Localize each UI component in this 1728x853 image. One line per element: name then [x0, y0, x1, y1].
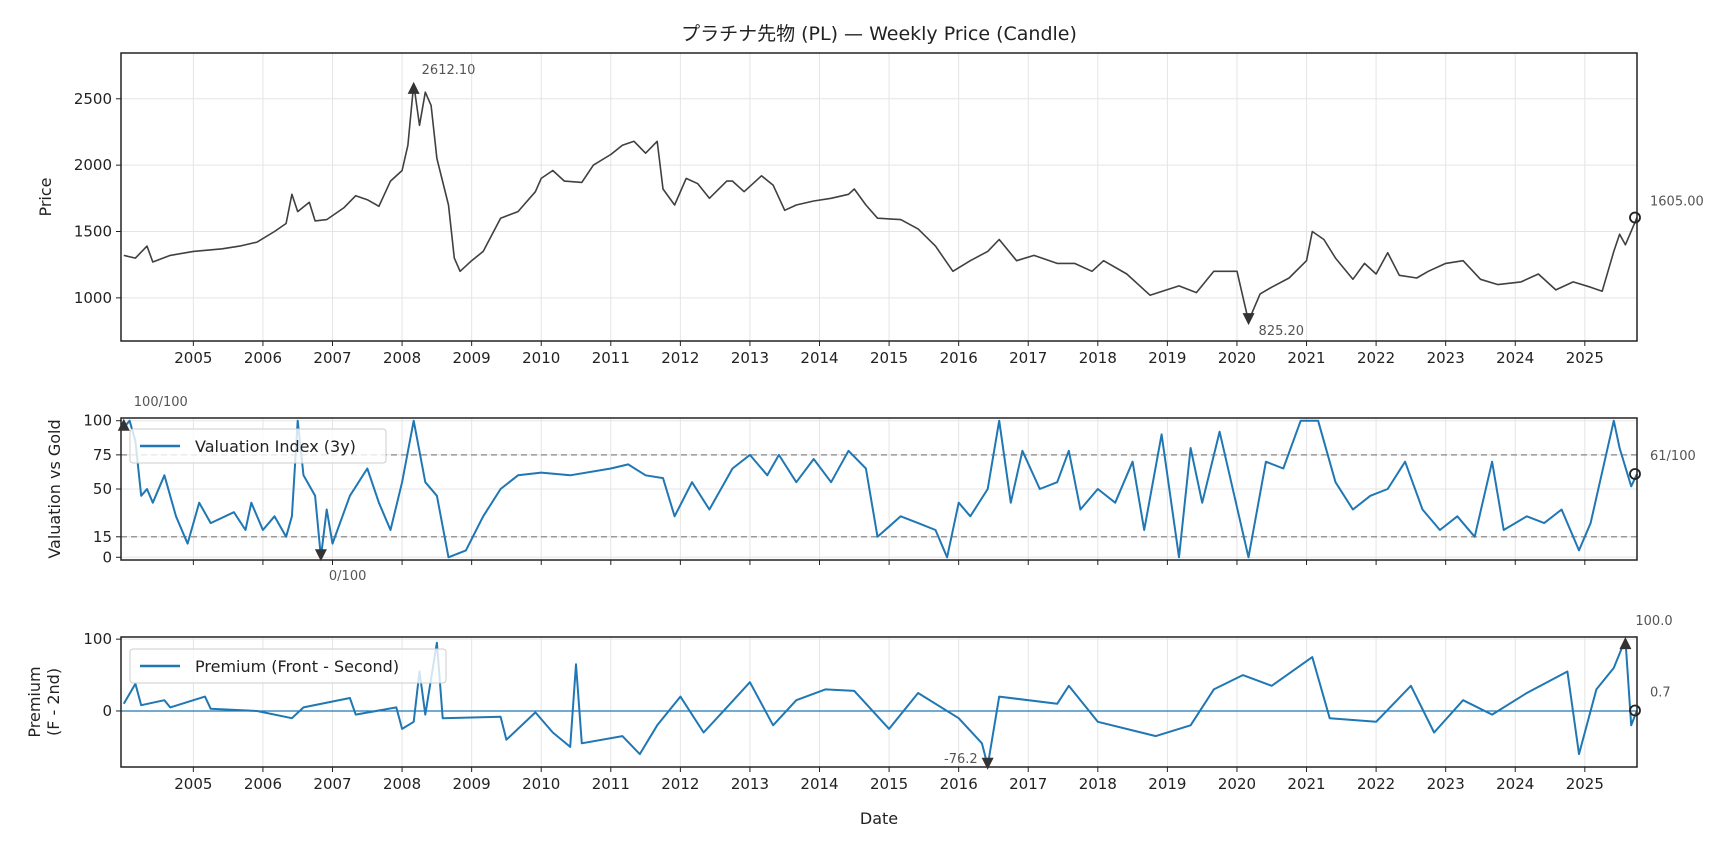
- x-tick-label: 2012: [661, 349, 699, 367]
- max-annotation: 100.0: [1635, 614, 1672, 629]
- price-y-axis-label: Price: [36, 177, 55, 216]
- last-value-annotation: 61/100: [1650, 449, 1696, 464]
- x-tick-label: 2025: [1566, 775, 1604, 793]
- min-annotation: 825.20: [1259, 324, 1305, 339]
- x-tick-label: 2005: [174, 349, 212, 367]
- x-tick-label: 2010: [522, 349, 560, 367]
- x-tick-label: 2015: [870, 349, 908, 367]
- x-tick-label: 2006: [244, 349, 282, 367]
- premium-y-axis-label-2: (F - 2nd): [44, 668, 63, 736]
- x-tick-label: 2024: [1496, 349, 1534, 367]
- x-tick-label: 2013: [731, 349, 769, 367]
- x-tick-label: 2018: [1079, 349, 1117, 367]
- last-value-annotation: 1605.00: [1650, 195, 1704, 210]
- x-tick-label: 2016: [940, 349, 978, 367]
- x-tick-label: 2018: [1079, 775, 1117, 793]
- x-tick-label: 2005: [174, 775, 212, 793]
- premium-y-axis-label: Premium: [25, 666, 44, 737]
- max-annotation: 2612.10: [422, 63, 476, 78]
- y-tick-label: 100: [83, 412, 112, 430]
- y-tick-label: 2000: [74, 156, 112, 174]
- chart-title: プラチナ先物 (PL) — Weekly Price (Candle): [681, 23, 1077, 45]
- min-annotation: -76.2: [944, 752, 978, 767]
- x-tick-label: 2013: [731, 775, 769, 793]
- x-tick-label: 2022: [1357, 349, 1395, 367]
- valuation-y-axis-label: Valuation vs Gold: [45, 419, 64, 558]
- x-tick-label: 2009: [453, 349, 491, 367]
- x-tick-label: 2019: [1148, 349, 1186, 367]
- x-tick-label: 2008: [383, 775, 421, 793]
- x-tick-label: 2008: [383, 349, 421, 367]
- x-tick-label: 2014: [800, 775, 838, 793]
- x-tick-label: 2019: [1148, 775, 1186, 793]
- y-tick-label: 15: [93, 528, 112, 546]
- x-tick-label: 2007: [313, 775, 351, 793]
- min-marker-icon: [1243, 313, 1255, 325]
- premium-legend: Premium (Front - Second): [130, 649, 446, 683]
- x-tick-label: 2006: [244, 775, 282, 793]
- x-tick-label: 2025: [1566, 349, 1604, 367]
- last-value-annotation: 0.7: [1650, 685, 1671, 700]
- y-tick-label: 50: [93, 480, 112, 498]
- min-annotation: 0/100: [329, 569, 366, 584]
- x-tick-label: 2011: [592, 349, 630, 367]
- x-tick-label: 2011: [592, 775, 630, 793]
- x-tick-label: 2021: [1287, 775, 1325, 793]
- x-tick-label: 2007: [313, 349, 351, 367]
- x-tick-label: 2014: [800, 349, 838, 367]
- valuation-legend: Valuation Index (3y): [130, 429, 386, 463]
- y-tick-label: 0: [102, 548, 112, 566]
- y-tick-label: 2500: [74, 90, 112, 108]
- x-tick-label: 2023: [1427, 775, 1465, 793]
- x-tick-label: 2010: [522, 775, 560, 793]
- x-tick-label: 2017: [1009, 349, 1047, 367]
- legend-label: Premium (Front - Second): [195, 657, 399, 676]
- price-line: [124, 84, 1637, 321]
- x-tick-label: 2023: [1427, 349, 1465, 367]
- legend-label: Valuation Index (3y): [195, 437, 356, 456]
- x-tick-label: 2017: [1009, 775, 1047, 793]
- x-tick-label: 2020: [1218, 775, 1256, 793]
- x-tick-label: 2015: [870, 775, 908, 793]
- min-marker-icon: [982, 758, 994, 770]
- y-tick-label: 75: [93, 446, 112, 464]
- x-tick-label: 2022: [1357, 775, 1395, 793]
- x-tick-label: 2020: [1218, 349, 1256, 367]
- y-tick-label: 1000: [74, 289, 112, 307]
- y-tick-label: 0: [102, 702, 112, 720]
- x-tick-label: 2012: [661, 775, 699, 793]
- max-marker-icon: [408, 82, 420, 94]
- max-annotation: 100/100: [134, 395, 188, 410]
- x-tick-label: 2009: [453, 775, 491, 793]
- x-tick-label: 2024: [1496, 775, 1534, 793]
- y-tick-label: 1500: [74, 223, 112, 241]
- x-axis-label: Date: [860, 809, 898, 828]
- x-tick-label: 2016: [940, 775, 978, 793]
- x-tick-label: 2021: [1287, 349, 1325, 367]
- y-tick-label: 100: [83, 630, 112, 648]
